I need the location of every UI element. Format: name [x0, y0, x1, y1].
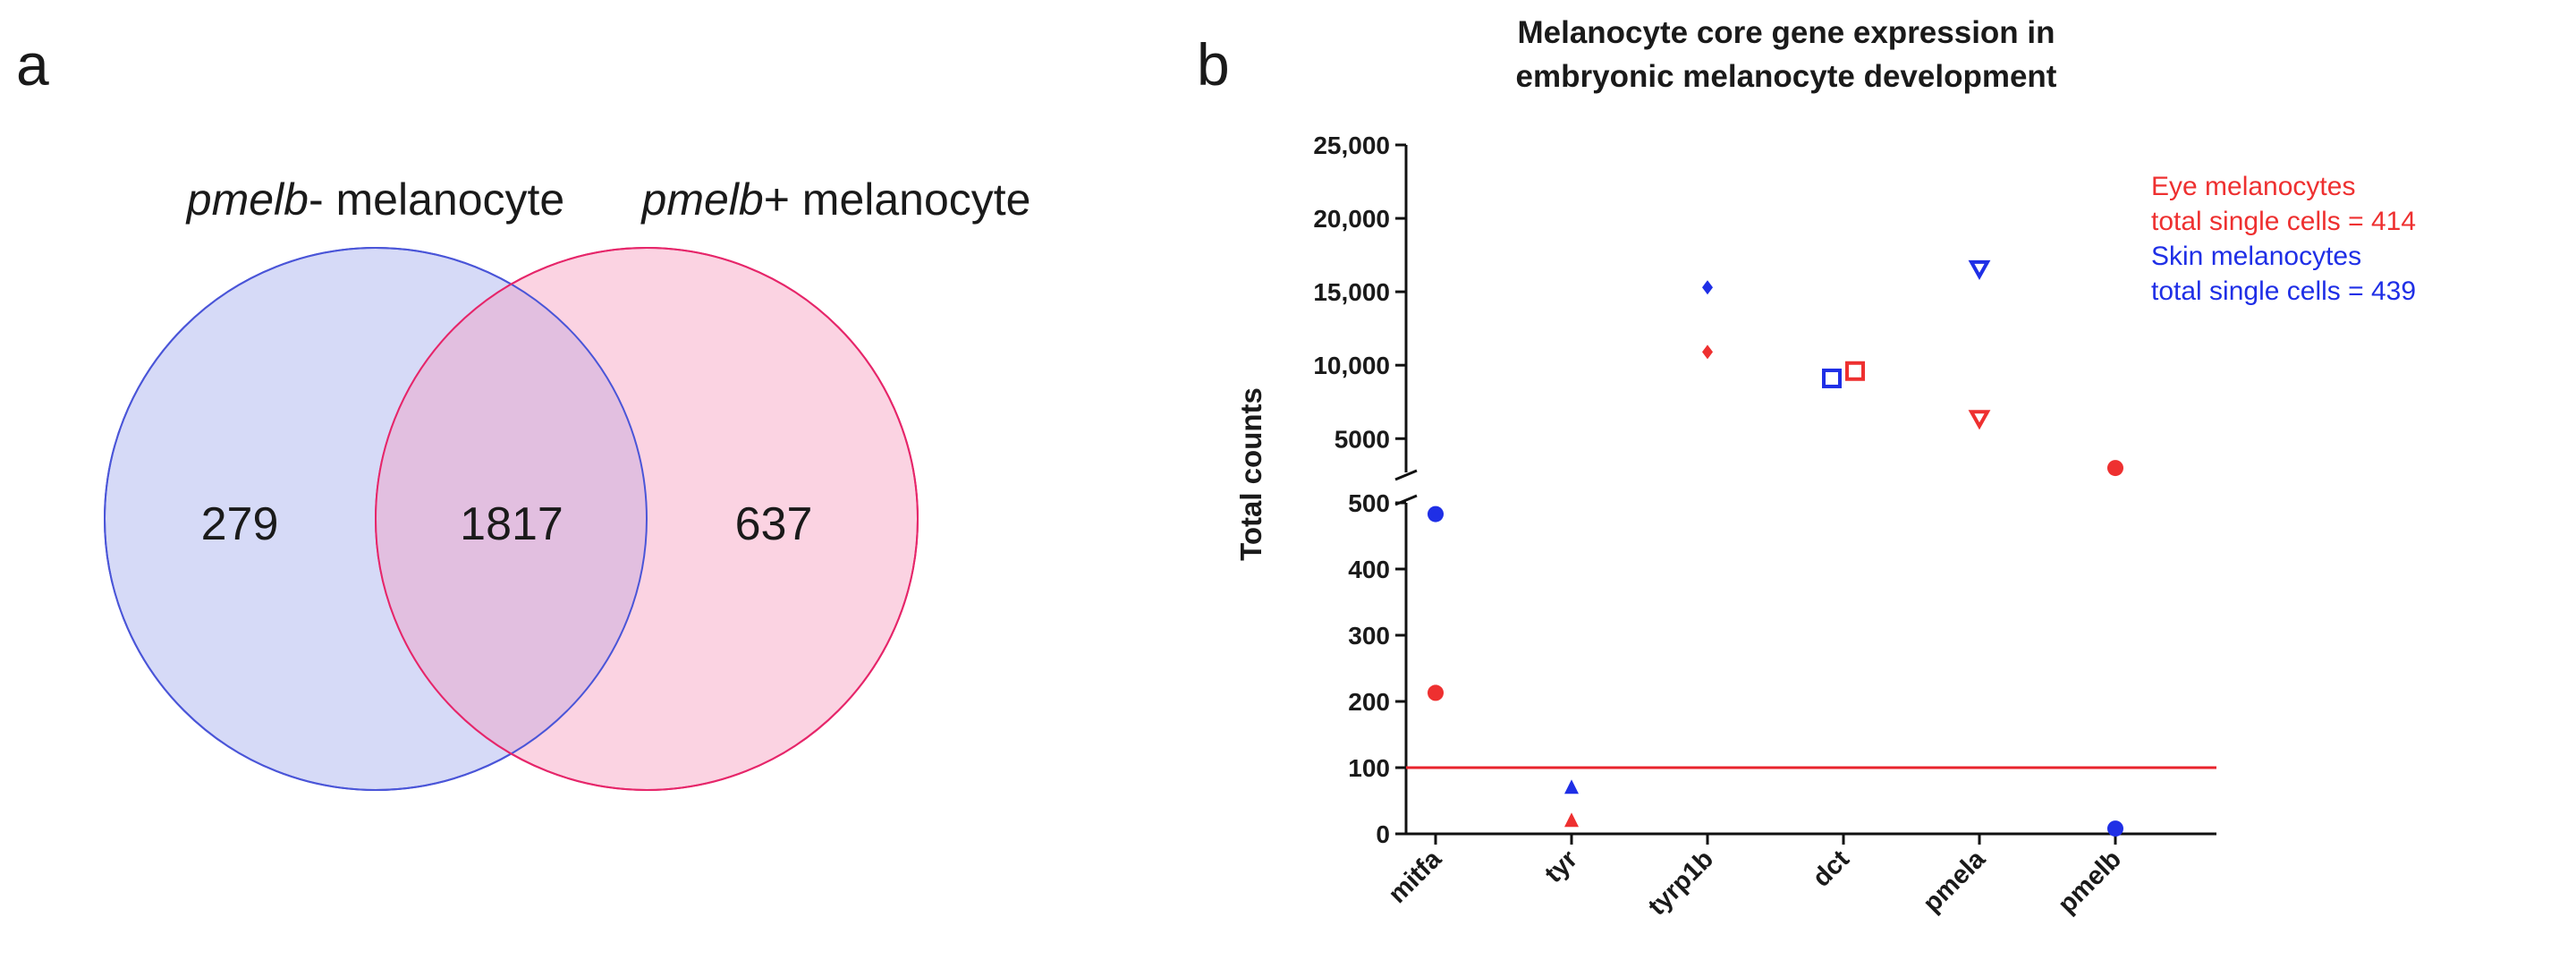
- legend-skin-line2: total single cells = 439: [2151, 276, 2416, 306]
- point-skin-tyrp1b: [1702, 280, 1713, 295]
- venn-overlap-region: [376, 248, 647, 790]
- legend-skin-line1: Skin melanocytes: [2151, 242, 2361, 271]
- y-tick-label: 20,000: [1313, 205, 1390, 233]
- y-tick-label: 25,000: [1313, 132, 1390, 159]
- venn-left-outline: [104, 247, 648, 791]
- point-skin-pmela: [1968, 259, 1991, 280]
- venn-left-count: 279: [201, 498, 279, 550]
- legend-eye-line2: total single cells = 414: [2151, 207, 2416, 236]
- y-tick-label: 10,000: [1313, 352, 1390, 379]
- y-tick-label: 200: [1348, 688, 1390, 716]
- point-skin-pmelb: [2107, 820, 2123, 837]
- y-tick-label: 15,000: [1313, 278, 1390, 306]
- x-tick-label: mitfa: [1383, 845, 1447, 909]
- point-eye-dct: [1845, 361, 1865, 381]
- point-eye-pmela: [1968, 410, 1991, 430]
- point-eye-mitfa: [1428, 684, 1444, 701]
- point-eye-tyr: [1564, 812, 1579, 828]
- point-eye-tyrp1b: [1702, 344, 1713, 360]
- axis-break-upper: [1394, 469, 1418, 481]
- y-tick-label: 500: [1348, 489, 1390, 517]
- panel-label-b: b: [1197, 31, 1230, 98]
- y-tick-label: 5000: [1335, 425, 1390, 453]
- y-axis-label: Total counts: [1234, 387, 1267, 561]
- x-tick-label: tyr: [1539, 845, 1583, 888]
- venn-right-label: pmelb+ melanocyte: [640, 174, 1031, 225]
- point-skin-tyr: [1564, 779, 1579, 794]
- x-tick-label: dct: [1808, 845, 1856, 893]
- x-tick-label: pmela: [1918, 845, 1992, 919]
- x-tick-label: pmelb: [2053, 845, 2127, 919]
- venn-right-count: 637: [735, 498, 813, 550]
- chart-plot-area: 0 100 200 300 400 500 5000 10,000 15,000 20,000 25…: [1313, 132, 2216, 922]
- legend-eye-line1: Eye melanocytes: [2151, 172, 2355, 201]
- venn-right-outline: [375, 247, 919, 791]
- y-tick-label: 400: [1348, 556, 1390, 583]
- y-tick-label: 100: [1348, 754, 1390, 782]
- chart-title-line1: Melanocyte core gene expression in: [1517, 15, 2055, 50]
- venn-left-label: pmelb- melanocyte: [185, 174, 564, 225]
- panel-label-a: a: [16, 31, 49, 98]
- point-eye-pmelb: [2107, 460, 2123, 477]
- y-tick-label: 300: [1348, 622, 1390, 650]
- point-skin-dct: [1822, 368, 1842, 388]
- point-skin-mitfa: [1428, 505, 1444, 522]
- y-tick-label: 0: [1376, 820, 1390, 848]
- venn-overlap-count: 1817: [460, 498, 564, 550]
- x-tick-label: tyrp1b: [1643, 845, 1719, 921]
- chart-title-line2: embryonic melanocyte development: [1516, 59, 2057, 94]
